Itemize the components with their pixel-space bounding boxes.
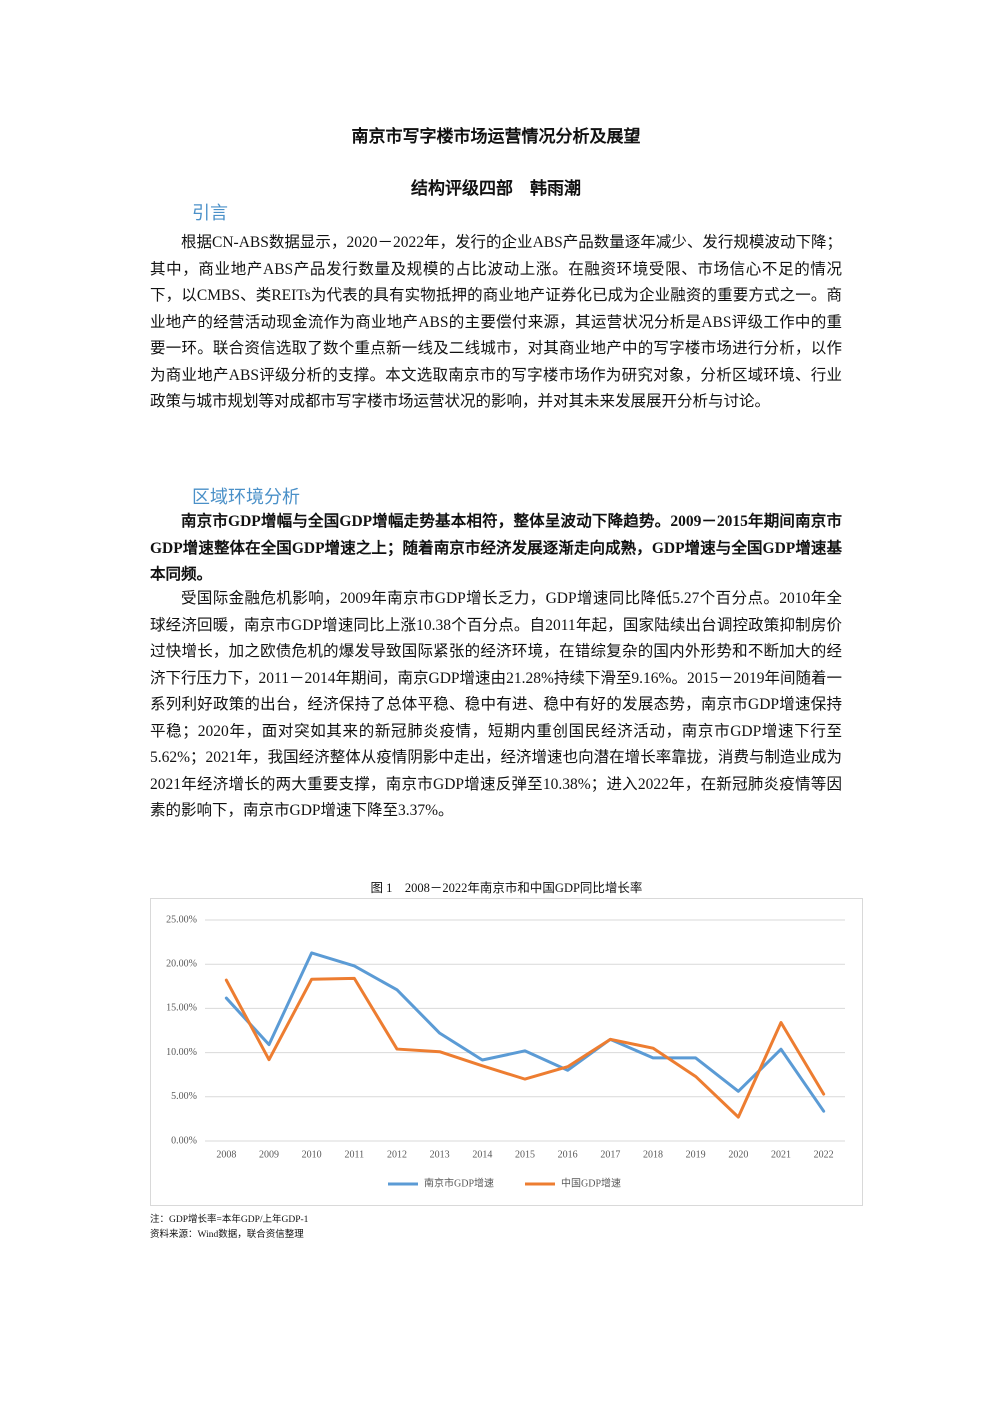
y-tick-label: 15.00% [166, 1003, 197, 1014]
section-heading: 引言 [192, 203, 228, 224]
y-tick-label: 25.00% [166, 914, 197, 925]
data-line [224, 976, 826, 1119]
x-tick-label: 2013 [430, 1149, 450, 1160]
section-heading: 区域环境分析 [192, 487, 300, 508]
y-tick-label: 10.00% [166, 1047, 197, 1058]
x-tick-label: 2011 [345, 1149, 365, 1160]
y-tick-label: 0.00% [171, 1135, 197, 1146]
paragraph: 根据CN-ABS数据显示，2020－2022年，发行的企业ABS产品数量逐年减少… [150, 234, 842, 410]
y-tick-label: 5.00% [171, 1091, 197, 1102]
doc-title: 南京市写字楼市场运营情况分析及展望 [351, 127, 641, 146]
chart-frame [150, 898, 863, 1206]
paragraph: 南京市GDP增幅与全国GDP增幅走势基本相符，整体呈波动下降趋势。2009－20… [150, 513, 842, 583]
note: 资料来源：Wind数据，联合资信整理 [150, 1230, 304, 1240]
paragraph: 受国际金融危机影响，2009年南京市GDP增长乏力，GDP增速同比降低5.27个… [150, 590, 842, 819]
x-tick-label: 2020 [728, 1149, 748, 1160]
x-tick-label: 2022 [814, 1149, 834, 1160]
chart: 0.00% 5.00% 10.00% 15.00% 20.00% 25.00% 2008 20… [150, 898, 863, 1206]
legend-label: 南京市GDP增速 [424, 1176, 494, 1189]
x-tick-label: 2010 [302, 1149, 322, 1160]
y-tick-label: 20.00% [166, 958, 197, 969]
legend-label: 中国GDP增速 [561, 1176, 621, 1189]
note: 注：GDP增长率=本年GDP/上年GDP-1 [150, 1215, 309, 1225]
x-tick-label: 2015 [515, 1149, 535, 1160]
x-tick-label: 2016 [558, 1149, 578, 1160]
author: 结构评级四部 韩雨潮 [411, 179, 581, 198]
x-tick-label: 2008 [216, 1149, 236, 1160]
data-line [224, 951, 826, 1113]
x-tick-label: 2021 [771, 1149, 791, 1160]
x-tick-label: 2019 [686, 1149, 706, 1160]
x-tick-label: 2014 [472, 1149, 492, 1160]
x-tick-label: 2018 [643, 1149, 663, 1160]
x-tick-label: 2017 [600, 1149, 620, 1160]
x-tick-label: 2009 [259, 1149, 279, 1160]
figure-caption: 图 1 2008－2022年南京市和中国GDP同比增长率 [370, 881, 643, 895]
x-tick-label: 2012 [387, 1149, 407, 1160]
